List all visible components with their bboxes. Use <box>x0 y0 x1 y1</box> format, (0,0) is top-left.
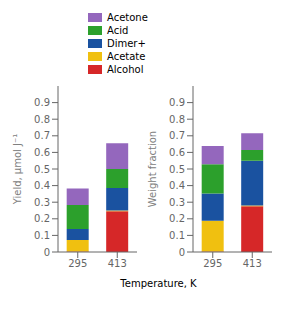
svg-text:0.2: 0.2 <box>34 213 50 224</box>
html-text:Acetone: Acetone <box>107 12 148 23</box>
svg-text:0.4: 0.4 <box>34 180 50 191</box>
svg-text:0.6: 0.6 <box>169 147 185 158</box>
svg-text:0.2: 0.2 <box>169 213 185 224</box>
svg-text:0.6: 0.6 <box>34 147 50 158</box>
html-text:Acetate: Acetate <box>107 51 146 62</box>
svg-text:0.1: 0.1 <box>34 230 50 241</box>
svg-text:0.9: 0.9 <box>34 97 50 108</box>
svg-text:413: 413 <box>243 258 262 269</box>
svg-text:0: 0 <box>44 247 50 258</box>
html-text:Acid: Acid <box>107 25 129 36</box>
svg-text:0.1: 0.1 <box>169 230 185 241</box>
svg-text:0.5: 0.5 <box>34 164 50 175</box>
svg-text:Weight fraction: Weight fraction <box>147 131 158 207</box>
html-text:Alcohol: Alcohol <box>107 64 144 75</box>
svg-text:0: 0 <box>179 247 185 258</box>
svg-text:0.4: 0.4 <box>169 180 185 191</box>
svg-text:0.3: 0.3 <box>34 197 50 208</box>
svg-text:0.8: 0.8 <box>34 114 50 125</box>
svg-text:413: 413 <box>108 258 127 269</box>
html-text:Dimer+: Dimer+ <box>107 38 146 49</box>
svg-text:Yield, μmol J⁻¹: Yield, μmol J⁻¹ <box>12 134 23 206</box>
svg-text:0.7: 0.7 <box>169 130 185 141</box>
svg-text:0.5: 0.5 <box>169 164 185 175</box>
svg-text:0.3: 0.3 <box>169 197 185 208</box>
html-text:Temperature, K: Temperature, K <box>120 278 197 289</box>
svg-text:0.9: 0.9 <box>169 97 185 108</box>
svg-text:0.8: 0.8 <box>169 114 185 125</box>
svg-text:295: 295 <box>68 258 87 269</box>
svg-text:0.7: 0.7 <box>34 130 50 141</box>
svg-text:295: 295 <box>203 258 222 269</box>
